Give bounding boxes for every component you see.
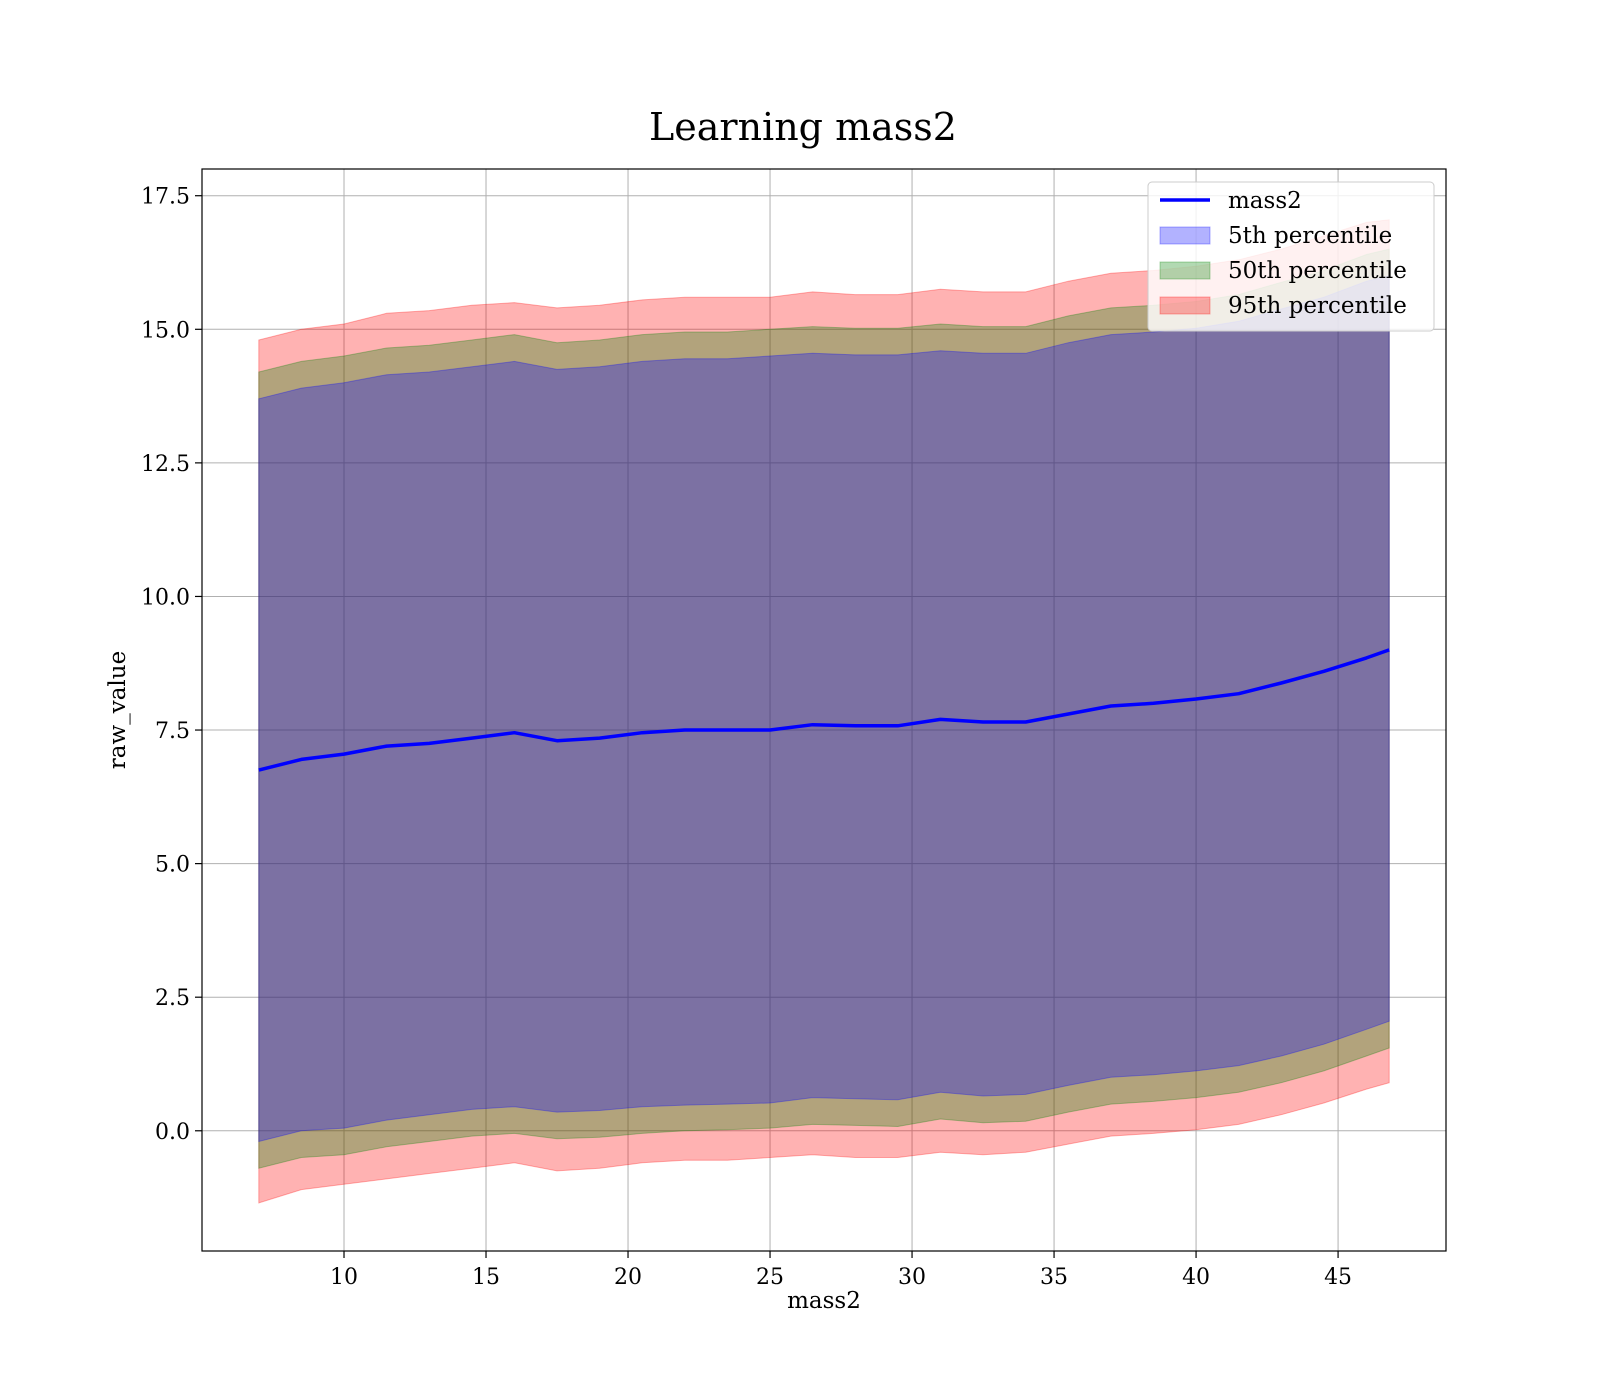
- bands: [258, 219, 1390, 1204]
- y-tick-label: 12.5: [141, 452, 190, 477]
- legend-swatch-band: [1159, 261, 1211, 280]
- x-tick-label: 40: [1182, 1265, 1210, 1290]
- band-50th-percentile: [258, 248, 1390, 1169]
- legend: mass2 5th percentile 50th percentile 95th p…: [1147, 181, 1435, 332]
- band-5th-percentile: [258, 275, 1390, 1143]
- grid: [202, 169, 1446, 1251]
- y-axis-ticks: 0.0 2.5 5.0 7.5 10.0 12.5 15.0 17.5: [141, 185, 202, 1145]
- x-tick-label: 35: [1040, 1265, 1068, 1290]
- y-tick-label: 7.5: [155, 719, 190, 744]
- x-axis-label: mass2: [787, 1288, 861, 1314]
- y-tick-label: 2.5: [155, 986, 190, 1011]
- legend-label: 5th percentile: [1228, 223, 1392, 249]
- y-tick-label: 5.0: [155, 853, 190, 878]
- x-axis-ticks: 10 15 20 25 30 35 40 45: [330, 1251, 1352, 1290]
- x-tick-label: 10: [330, 1265, 358, 1290]
- legend-label: 95th percentile: [1228, 293, 1407, 319]
- legend-frame: [1147, 181, 1435, 332]
- legend-swatch-band: [1159, 296, 1211, 315]
- legend-swatch-band: [1159, 226, 1211, 245]
- x-tick-label: 25: [756, 1265, 784, 1290]
- x-tick-label: 15: [472, 1265, 500, 1290]
- y-tick-label: 15.0: [141, 318, 190, 343]
- line-mass2: [258, 648, 1390, 772]
- y-tick-label: 17.5: [141, 185, 190, 210]
- y-tick-label: 0.0: [155, 1120, 190, 1145]
- legend-label: mass2: [1228, 188, 1302, 214]
- x-tick-label: 30: [898, 1265, 926, 1290]
- chart-title: Learning mass2: [649, 105, 957, 149]
- y-tick-label: 10.0: [141, 585, 190, 610]
- plot-frame: [201, 168, 1447, 1252]
- band-95th-percentile: [258, 219, 1390, 1204]
- x-tick-label: 45: [1324, 1265, 1352, 1290]
- y-axis-label: raw_value: [105, 651, 131, 769]
- lines: [258, 648, 1390, 772]
- legend-label: 50th percentile: [1228, 258, 1407, 284]
- x-tick-label: 20: [614, 1265, 642, 1290]
